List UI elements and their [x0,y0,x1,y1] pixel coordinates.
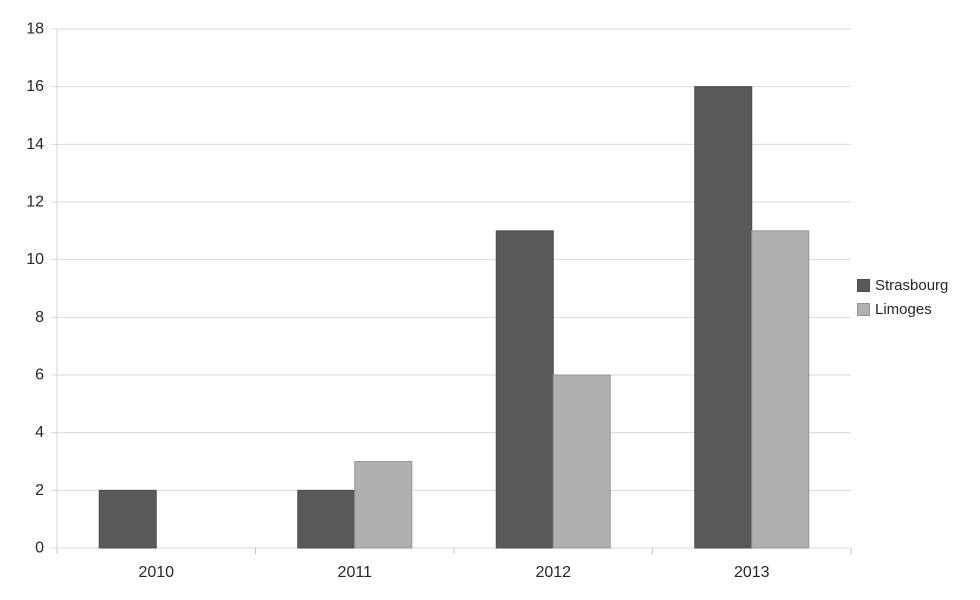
legend-item-strasbourg: Strasbourg [857,277,948,294]
bar-limoges-2012 [552,374,611,549]
legend-item-limoges: Limoges [857,301,948,318]
y-axis-label-14: 14 [26,136,44,153]
y-axis-label-10: 10 [26,251,44,268]
bar-limoges-2011 [354,461,413,549]
y-axis-label-12: 12 [26,194,44,211]
bar-strasbourg-2012 [495,230,554,549]
y-axis-label-0: 0 [35,540,44,557]
legend: Strasbourg Limoges [857,277,948,318]
y-axis-label-8: 8 [35,309,44,326]
legend-swatch-strasbourg-icon [857,279,870,292]
bar-strasbourg-2011 [297,489,356,549]
y-axis-label-16: 16 [26,78,44,95]
bar-limoges-2013 [751,230,810,549]
legend-label-strasbourg: Strasbourg [875,277,949,294]
legend-swatch-limoges-icon [857,303,870,316]
x-axis-label-2011: 2011 [338,564,373,581]
y-axis-label-6: 6 [35,367,44,384]
bar-strasbourg-2010 [98,489,157,549]
x-axis-label-2010: 2010 [138,564,174,581]
y-axis-label-2: 2 [35,482,44,499]
x-axis-label-2012: 2012 [535,564,571,581]
bar-strasbourg-2013 [694,86,753,549]
y-axis-label-18: 18 [26,21,44,38]
legend-label-limoges: Limoges [875,301,932,318]
y-axis-label-4: 4 [35,424,44,441]
x-axis-label-2013: 2013 [734,564,770,581]
